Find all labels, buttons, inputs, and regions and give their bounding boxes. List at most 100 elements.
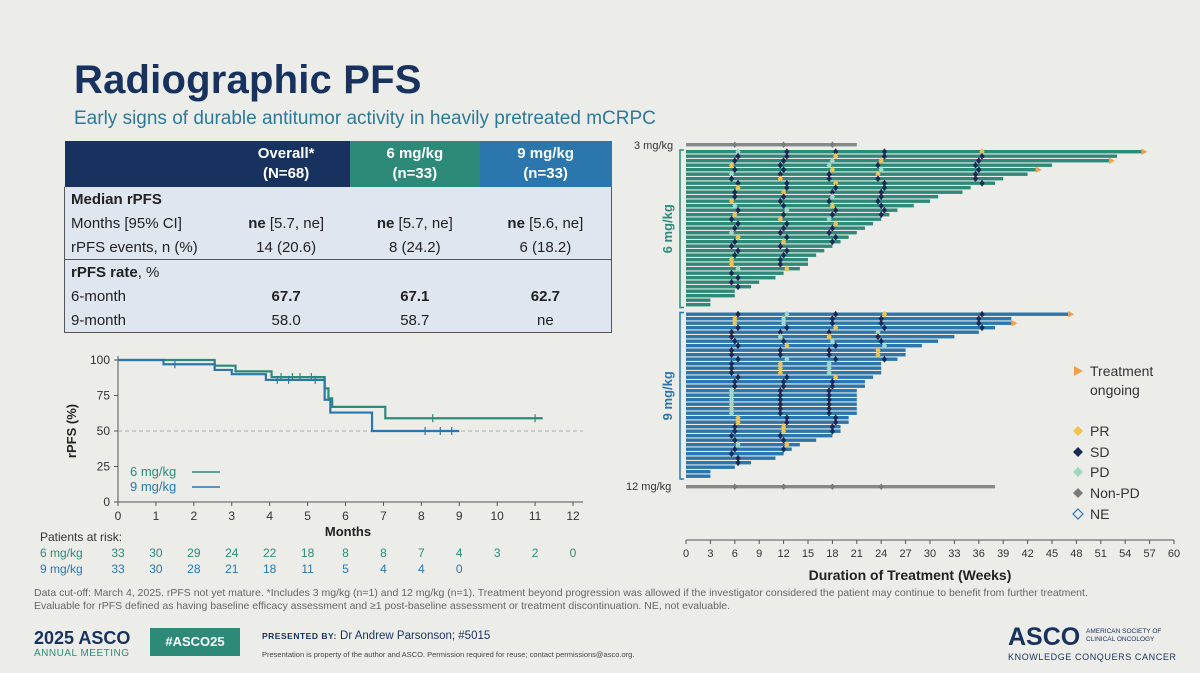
- bar-9mg: [686, 443, 800, 447]
- sd-marker: [784, 414, 790, 422]
- pr-marker: [829, 202, 835, 210]
- bar-6mg: [686, 199, 930, 203]
- sd-marker: [833, 206, 839, 214]
- asco-logo-subtitle: AMERICAN SOCIETY OF CLINICAL ONCOLOGY: [1086, 628, 1162, 643]
- bar-6mg: [686, 244, 833, 248]
- risk-value: 0: [456, 562, 463, 576]
- bar-3mg: [686, 143, 857, 147]
- risk-value: 11: [301, 562, 314, 576]
- x-tick-label: 42: [1021, 548, 1033, 560]
- y-tick-label: 50: [97, 424, 111, 438]
- sd-marker: [781, 157, 787, 165]
- sd-marker: [728, 215, 735, 223]
- x-tick-label: 39: [997, 548, 1009, 560]
- bar-9mg: [686, 339, 939, 343]
- sd-marker: [878, 188, 884, 196]
- pd-marker: [781, 319, 787, 327]
- bar-9mg: [686, 348, 906, 352]
- pd-marker: [735, 265, 741, 273]
- sd-marker: [826, 175, 832, 183]
- sd-marker: [976, 315, 982, 323]
- sd-marker: [777, 256, 783, 264]
- sd-marker: [826, 328, 832, 336]
- legend-label: ongoing: [1090, 382, 1140, 398]
- legend-ongoing-icon: [1074, 366, 1083, 376]
- bar-9mg: [686, 452, 784, 456]
- pr-marker: [875, 346, 881, 354]
- bar-9mg: [686, 344, 922, 348]
- sd-marker: [735, 247, 741, 255]
- x-tick-label: 6: [342, 509, 349, 523]
- sd-marker: [777, 351, 783, 359]
- x-tick-label: 24: [875, 548, 887, 560]
- legend-pd-icon: [1073, 467, 1083, 477]
- pr-marker: [732, 319, 738, 327]
- sd-marker: [728, 432, 735, 440]
- sd-marker: [777, 391, 783, 399]
- row-label-3mg: 3 mg/kg: [634, 140, 673, 152]
- sd-marker: [881, 179, 888, 187]
- sd-marker: [781, 436, 787, 444]
- pr-marker: [875, 170, 881, 178]
- pd-marker: [826, 369, 832, 377]
- bar-9mg: [686, 330, 979, 334]
- sd-marker: [777, 260, 783, 268]
- legend-label: PR: [1090, 423, 1109, 439]
- pd-marker: [829, 337, 835, 345]
- sd-marker: [732, 423, 738, 431]
- ongoing-marker: [1108, 157, 1115, 164]
- non-pd-marker: [878, 483, 884, 490]
- x-tick-label: 60: [1168, 548, 1180, 560]
- sd-marker: [875, 175, 881, 183]
- pr-marker: [735, 418, 741, 426]
- bar-9mg: [686, 456, 776, 460]
- sd-marker: [781, 382, 787, 390]
- bar-6mg: [686, 253, 817, 257]
- risk-value: 7: [418, 546, 425, 560]
- pd-marker: [728, 229, 735, 237]
- pd-marker: [735, 441, 741, 449]
- x-tick-label: 18: [826, 548, 838, 560]
- risk-value: 18: [263, 562, 277, 576]
- pr-marker: [833, 152, 839, 160]
- sd-marker: [976, 319, 982, 327]
- risk-value: 4: [380, 562, 387, 576]
- sd-marker: [728, 450, 735, 458]
- sd-marker: [784, 324, 790, 332]
- sd-marker: [826, 229, 832, 237]
- risk-table-title: Patients at risk:: [40, 530, 122, 544]
- x-tick-label: 7: [380, 509, 387, 523]
- pr-marker: [781, 238, 787, 246]
- sd-marker: [777, 400, 783, 408]
- pr-marker: [732, 211, 738, 219]
- sd-marker: [833, 355, 839, 363]
- bar-9mg: [686, 380, 865, 384]
- bar-12mg: [686, 485, 996, 489]
- y-tick-label: 75: [97, 389, 111, 403]
- sd-marker: [777, 229, 783, 237]
- sd-marker: [777, 242, 783, 250]
- sd-marker: [784, 179, 790, 187]
- bar-6mg: [686, 298, 711, 302]
- legend-pr-icon: [1073, 426, 1083, 436]
- sd-marker: [781, 202, 787, 210]
- sd-marker: [735, 152, 741, 160]
- sd-marker: [777, 396, 783, 404]
- risk-row-label: 6 mg/kg: [40, 546, 83, 560]
- sd-marker: [881, 152, 888, 160]
- bar-6mg: [686, 163, 1052, 167]
- pr-marker: [728, 161, 735, 169]
- bar-9mg: [686, 407, 857, 411]
- legend-ne-icon: [1072, 508, 1084, 520]
- sd-marker: [728, 269, 735, 277]
- sd-marker: [735, 373, 741, 381]
- sd-marker: [781, 251, 787, 259]
- x-tick-label: 45: [1046, 548, 1058, 560]
- sd-marker: [833, 184, 839, 192]
- pr-marker: [735, 414, 741, 422]
- page-title: Radiographic PFS: [74, 58, 422, 102]
- bar-6mg: [686, 267, 800, 271]
- sd-marker: [881, 324, 888, 332]
- sd-marker: [979, 310, 985, 318]
- risk-value: 30: [149, 562, 163, 576]
